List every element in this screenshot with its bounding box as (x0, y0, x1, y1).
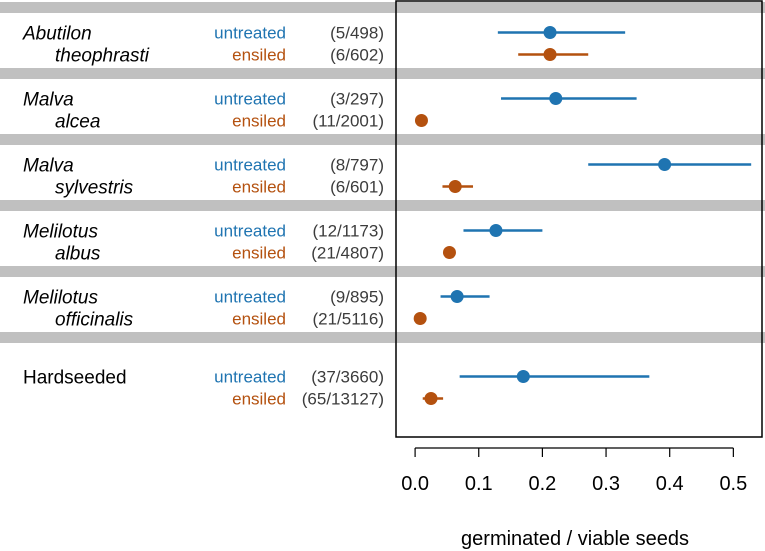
x-tick-label: 0.5 (719, 473, 747, 495)
group-name-line1: Malva (23, 156, 74, 177)
group-separator (0, 332, 765, 343)
group-separator (0, 200, 765, 211)
count-label: (6/601) (330, 178, 384, 197)
count-label: (5/498) (330, 24, 384, 43)
group-separators (0, 2, 765, 343)
point-estimate-untreated (450, 290, 464, 303)
point-estimate-untreated (516, 370, 530, 383)
group-separator (0, 2, 765, 13)
group-name-line1: Melilotus (23, 222, 98, 243)
count-label: (21/5116) (312, 310, 384, 329)
group-name-line2: albus (55, 244, 101, 265)
x-tick-label: 0.1 (465, 473, 493, 495)
group-name-line1: Melilotus (23, 288, 98, 309)
treatment-label-untreated: untreated (214, 24, 286, 43)
group-name-line1: Malva (23, 90, 74, 111)
x-tick-label: 0.0 (401, 473, 429, 495)
group-separator (0, 134, 765, 145)
point-estimate-ensiled (413, 312, 427, 325)
group-separator (0, 68, 765, 79)
treatment-label-untreated: untreated (214, 90, 286, 109)
point-estimate-ensiled (442, 246, 456, 259)
group-name-line2: alcea (55, 112, 100, 133)
treatment-label-untreated: untreated (214, 222, 286, 241)
count-label: (12/1173) (312, 222, 384, 241)
x-tick-label: 0.2 (528, 473, 556, 495)
point-estimate-ensiled (543, 48, 557, 61)
point-estimate-untreated (549, 92, 563, 105)
treatment-label-ensiled: ensiled (232, 390, 286, 409)
treatment-label-ensiled: ensiled (232, 112, 286, 131)
count-label: (8/797) (330, 156, 384, 175)
treatment-label-untreated: untreated (214, 368, 286, 387)
x-axis: 0.0 0.1 0.2 0.3 0.4 0.5 (401, 447, 747, 495)
count-label: (65/13127) (302, 390, 384, 409)
treatment-label-untreated: untreated (214, 156, 286, 175)
treatment-label-ensiled: ensiled (232, 178, 286, 197)
group-name-line2: sylvestris (55, 178, 134, 199)
count-label: (3/297) (330, 90, 384, 109)
data-marks (413, 26, 752, 405)
point-estimate-ensiled (448, 180, 462, 193)
count-label: (6/602) (330, 46, 384, 65)
count-label: (9/895) (330, 288, 384, 307)
x-tick-label: 0.3 (592, 473, 620, 495)
group-name-line2: theophrasti (55, 46, 150, 67)
count-label: (21/4807) (311, 244, 384, 263)
treatment-label-untreated: untreated (214, 288, 286, 307)
point-estimate-untreated (658, 158, 672, 171)
x-axis-title: germinated / viable seeds (461, 528, 689, 550)
point-estimate-untreated (543, 26, 557, 39)
group-name-line2: officinalis (55, 310, 134, 331)
point-estimate-ensiled (424, 392, 438, 405)
group-separator (0, 266, 765, 277)
point-estimate-ensiled (414, 114, 428, 127)
treatment-label-ensiled: ensiled (232, 244, 286, 263)
x-tick-label: 0.4 (656, 473, 684, 495)
plot-frame (395, 0, 763, 438)
group-name-line1: Hardseeded (23, 368, 127, 389)
point-estimate-untreated (489, 224, 503, 237)
count-label: (37/3660) (311, 368, 384, 387)
group-name-line1: Abutilon (22, 24, 92, 45)
treatment-label-ensiled: ensiled (232, 46, 286, 65)
count-label: (11/2001) (312, 112, 384, 131)
treatment-label-ensiled: ensiled (232, 310, 286, 329)
